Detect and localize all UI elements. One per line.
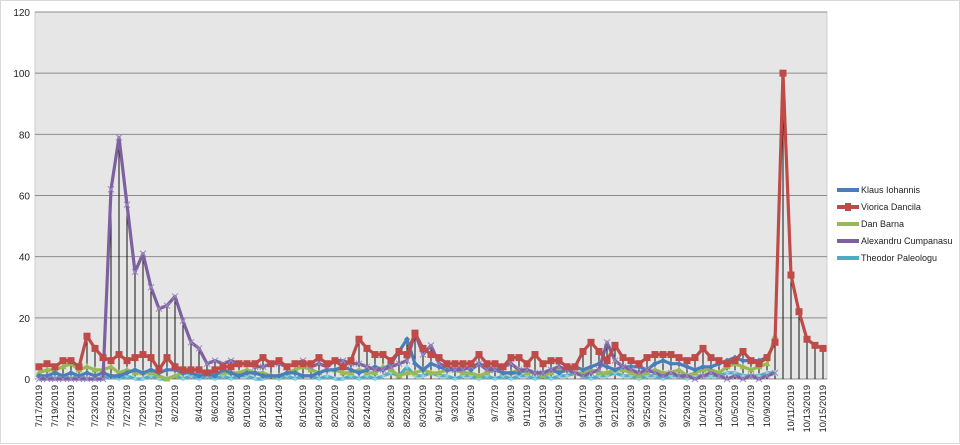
line-swatch-icon xyxy=(837,187,859,192)
x-tick-label: 9/1/2019 xyxy=(434,385,445,422)
x-tick-label: 9/21/2019 xyxy=(610,385,621,427)
x-tick-label: 9/13/2019 xyxy=(538,385,549,427)
legend-item-klaus-iohannis[interactable]: Klaus Iohannis xyxy=(837,181,960,198)
x-tick-label: 8/12/2019 xyxy=(258,385,269,427)
x-tick-label: 9/5/2019 xyxy=(466,385,477,422)
y-tick-label: 80 xyxy=(19,130,31,141)
x-tick-label: 10/5/2019 xyxy=(730,385,741,427)
legend-label: Viorica Dancila xyxy=(861,201,921,212)
y-tick-label: 60 xyxy=(19,192,31,203)
x-tick-label: 7/27/2019 xyxy=(122,385,133,427)
x-tick-label: 10/13/2019 xyxy=(802,385,813,433)
x-tick-label: 10/1/2019 xyxy=(698,385,709,427)
y-tick-label: 20 xyxy=(19,314,31,325)
x-tick-label: 10/15/2019 xyxy=(818,385,829,433)
x-tick-label: 9/25/2019 xyxy=(642,385,653,427)
x-tick-label: 10/11/2019 xyxy=(786,385,797,432)
x-tick-label: 7/23/2019 xyxy=(90,385,101,427)
x-tick-label: 8/14/2019 xyxy=(274,385,285,427)
x-tick-label: 9/17/2019 xyxy=(578,385,589,427)
x-tick-label: 7/19/2019 xyxy=(50,385,61,427)
x-tick-label: 8/24/2019 xyxy=(362,385,373,427)
x-tick-label: 9/3/2019 xyxy=(450,385,461,422)
x-tick-label: 9/27/2019 xyxy=(658,385,669,427)
x-tick-label: 8/30/2019 xyxy=(418,385,429,427)
x-tick-label: 8/20/2019 xyxy=(330,385,341,427)
x-tick-label: 10/9/2019 xyxy=(762,385,773,427)
x-tick-label: 10/7/2019 xyxy=(746,385,757,427)
x-tick-label: 7/29/2019 xyxy=(138,385,149,427)
x-tick-label: 8/6/2019 xyxy=(210,385,221,422)
legend-label: Klaus Iohannis xyxy=(861,184,921,195)
x-tick-label: 7/25/2019 xyxy=(106,385,117,427)
x-tick-label: 7/21/2019 xyxy=(66,385,77,427)
y-tick-label: 0 xyxy=(24,375,30,386)
x-tick-label: 9/11/2019 xyxy=(522,385,533,427)
line-swatch-icon xyxy=(837,238,859,243)
x-tick-label: 8/22/2019 xyxy=(346,385,357,427)
x-tick-label: 10/3/2019 xyxy=(714,385,725,427)
x-tick-label: 9/23/2019 xyxy=(626,385,637,427)
line-swatch-icon xyxy=(837,221,859,226)
x-tick-label: 8/26/2019 xyxy=(386,385,397,427)
x-tick-label: 9/15/2019 xyxy=(554,385,565,427)
legend-item-theodor-paleologu[interactable]: Theodor Paleologu xyxy=(837,249,960,266)
y-tick-label: 40 xyxy=(19,253,31,264)
x-tick-label: 7/31/2019 xyxy=(154,385,165,427)
legend-label: Alexandru Cumpanasu xyxy=(861,235,953,246)
legend-item-alexandru-cumpanasu[interactable]: Alexandru Cumpanasu xyxy=(837,232,960,249)
x-tick-label: 9/29/2019 xyxy=(682,385,693,427)
x-tick-label: 9/7/2019 xyxy=(490,385,501,422)
legend-item-dan-barna[interactable]: Dan Barna xyxy=(837,215,960,232)
x-tick-label: 9/19/2019 xyxy=(594,385,605,427)
legend-label: Theodor Paleologu xyxy=(861,252,938,263)
line-swatch-icon xyxy=(837,255,859,260)
x-tick-label: 8/16/2019 xyxy=(298,385,309,427)
x-tick-label: 7/17/2019 xyxy=(34,385,45,427)
series-lines xyxy=(35,69,827,383)
legend-label: Dan Barna xyxy=(861,218,905,229)
y-tick-label: 100 xyxy=(13,69,30,80)
legend-item-viorica-dancila[interactable]: Viorica Dancila xyxy=(837,198,960,215)
x-tick-label: 8/28/2019 xyxy=(402,385,413,427)
y-tick-label: 120 xyxy=(13,8,30,19)
x-axis-labels: 7/17/2019 7/19/2019 7/21/2019 7/23/2019 7/25… xyxy=(34,385,829,433)
y-axis-labels: 0 20 40 60 80 100 120 xyxy=(13,8,30,386)
x-tick-label: 8/2/2019 xyxy=(170,385,181,422)
line-swatch-icon xyxy=(837,202,859,211)
x-tick-label: 8/18/2019 xyxy=(314,385,325,427)
x-tick-label: 8/4/2019 xyxy=(194,385,205,422)
legend: Klaus Iohannis Viorica Dancila Dan Barna… xyxy=(837,181,960,266)
x-tick-label: 8/10/2019 xyxy=(242,385,253,427)
x-tick-label: 8/8/2019 xyxy=(226,385,237,422)
x-tick-label: 9/9/2019 xyxy=(506,385,517,422)
